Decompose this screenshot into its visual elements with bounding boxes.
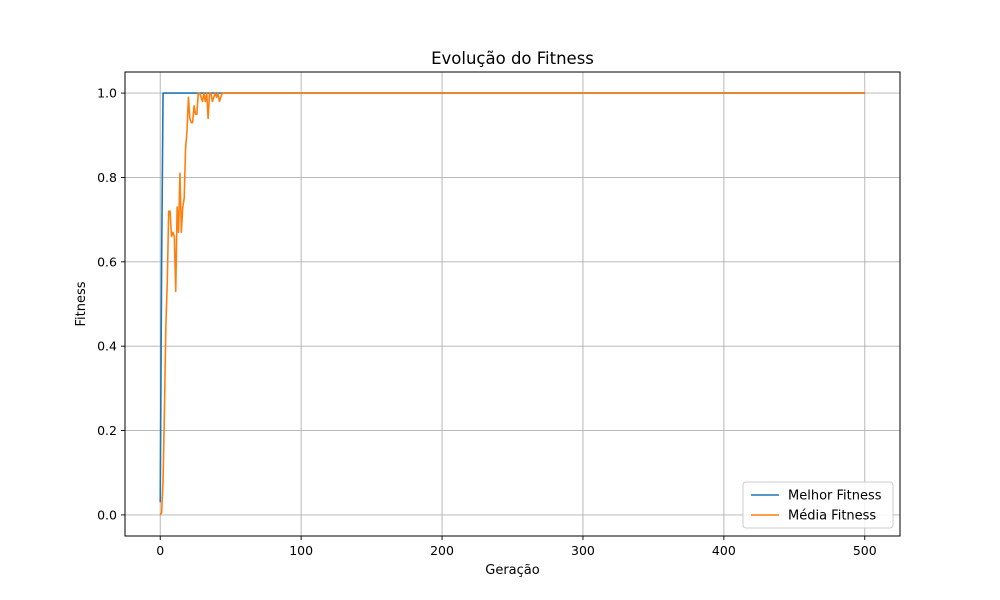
series-line-media-fitness: [159, 92, 865, 516]
x-tick-label: 200: [430, 543, 454, 558]
x-tick-label: 100: [289, 543, 313, 558]
axis-ticks: 0 100 200 300 400 500 0.0 0.2 0.4 0.6 0.8 1.0: [97, 86, 877, 558]
y-tick-label: 1.0: [97, 86, 117, 101]
x-tick-label: 300: [571, 543, 595, 558]
x-tick-label: 0: [156, 543, 164, 558]
y-tick-label: 0.6: [97, 254, 117, 269]
series-line-melhor-fitness: [159, 92, 865, 503]
y-tick-label: 0.0: [97, 507, 117, 522]
y-tick-label: 0.8: [97, 170, 117, 185]
legend-label: Melhor Fitness: [788, 489, 882, 504]
legend-label: Média Fitness: [788, 509, 876, 524]
legend: Melhor Fitness Média Fitness: [742, 481, 894, 529]
axes-frame: [124, 71, 901, 537]
chart-title: Evolução do Fitness: [431, 49, 594, 68]
plot-area: [159, 92, 865, 516]
x-tick-label: 400: [712, 543, 736, 558]
y-axis-label: Fitness: [74, 281, 89, 326]
y-tick-label: 0.4: [97, 339, 117, 354]
grid: [125, 72, 900, 536]
x-tick-label: 500: [853, 543, 877, 558]
x-axis-label: Geração: [485, 563, 539, 578]
legend-box: [742, 481, 894, 529]
y-tick-label: 0.2: [97, 423, 117, 438]
